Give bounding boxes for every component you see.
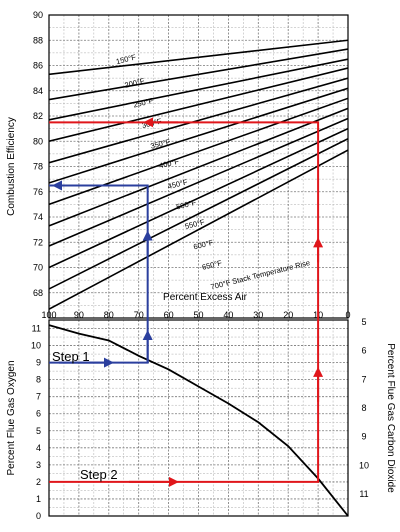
x-tick-label: 80	[104, 310, 114, 320]
oxygen-curve	[48, 324, 349, 517]
y-tick-label: 0	[36, 511, 41, 521]
x-tick-label: 90	[74, 310, 84, 320]
series-label: 700°F Stack Temperature Rise	[210, 258, 311, 291]
y-axis-label: Combustion Efficiency	[6, 117, 17, 216]
y2-axis-label-co2: Percent Flue Gas Carbon Dioxide	[385, 343, 396, 493]
y2-tick-label: 5	[361, 317, 366, 327]
y-tick-label: 8	[36, 375, 41, 385]
series-line	[49, 97, 348, 206]
series-label: 450°F	[167, 177, 189, 191]
y2-tick-label: 6	[361, 346, 366, 356]
series-line	[49, 48, 348, 101]
upper-panel-frame	[48, 14, 349, 319]
y-tick-label: 2	[36, 477, 41, 487]
series-line	[49, 58, 348, 121]
series-line	[49, 138, 348, 290]
y-tick-label: 76	[33, 187, 43, 197]
y-tick-label: 80	[33, 136, 43, 146]
x-axis-label: Percent Excess Air	[163, 292, 248, 303]
x-tick-label: 70	[134, 310, 144, 320]
y2-tick-label: 8	[361, 403, 366, 413]
y-tick-label: 72	[33, 237, 43, 247]
step1-label: Step 1	[52, 349, 90, 364]
y-tick-label: 70	[33, 263, 43, 273]
x-tick-label: 50	[193, 310, 203, 320]
y-tick-label: 74	[33, 212, 43, 222]
x-tick-label: 100	[41, 310, 56, 320]
series-line	[49, 77, 348, 164]
y-tick-label: 11	[32, 324, 41, 334]
y2-tick-label: 9	[361, 432, 366, 442]
series-label: 250°F	[132, 96, 154, 110]
step2-path	[49, 121, 320, 483]
y2-tick-label: 7	[361, 374, 366, 384]
y-tick-label: 3	[36, 460, 41, 470]
y-tick-label: 4	[36, 443, 41, 453]
series-line	[49, 39, 348, 76]
y-tick-label: 9	[36, 358, 41, 368]
y-tick-label: 10	[31, 341, 41, 351]
series-line	[49, 107, 348, 227]
series-line	[49, 87, 348, 184]
y-tick-label: 5	[36, 426, 41, 436]
series-line	[49, 67, 348, 143]
y-tick-label: 86	[33, 61, 43, 71]
series-label: 600°F	[193, 238, 215, 252]
y-tick-label: 6	[36, 409, 41, 419]
y2-tick-label: 11	[359, 489, 368, 499]
x-tick-label: 40	[223, 310, 233, 320]
y-tick-label: 1	[36, 494, 41, 504]
y-tick-label: 7	[36, 392, 41, 402]
series-line	[49, 117, 348, 247]
series-line	[49, 127, 348, 269]
y2-tick-label: 10	[359, 460, 369, 470]
y-tick-label: 88	[33, 35, 43, 45]
y-tick-label: 90	[33, 10, 43, 20]
series-line	[49, 149, 348, 310]
step2-label: Step 2	[80, 467, 118, 482]
y-tick-label: 68	[33, 288, 43, 298]
y-tick-label: 84	[33, 86, 43, 96]
series-label: 650°F	[201, 258, 223, 272]
lower-panel-frame	[48, 319, 349, 517]
y-tick-label: 78	[33, 162, 43, 172]
x-tick-label: 0	[345, 310, 350, 320]
x-tick-label: 20	[283, 310, 293, 320]
y-tick-label: 82	[33, 111, 43, 121]
x-tick-label: 30	[253, 310, 263, 320]
x-tick-label: 60	[164, 310, 174, 320]
y-axis-label-oxygen: Percent Flue Gas Oxygen	[6, 360, 17, 475]
